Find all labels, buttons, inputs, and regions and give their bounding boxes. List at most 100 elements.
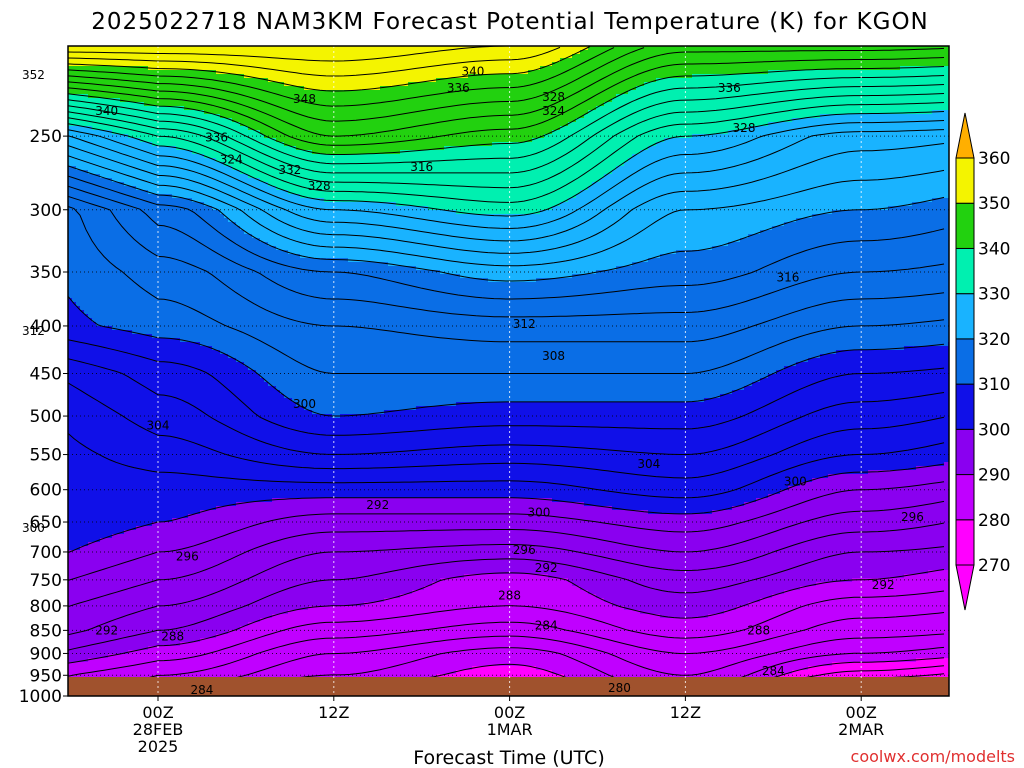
heat-cell <box>628 54 633 59</box>
heat-cell <box>600 98 605 103</box>
heat-cell <box>480 94 485 99</box>
heat-cell <box>876 78 881 83</box>
heat-cell <box>200 74 205 79</box>
heat-cell <box>620 62 625 67</box>
heat-cell <box>216 118 221 123</box>
heat-cell <box>224 70 229 75</box>
heat-cell <box>928 98 933 103</box>
heat-cell <box>200 98 205 103</box>
heat-cell <box>864 114 869 119</box>
heat-cell <box>536 50 541 55</box>
heat-cell <box>788 86 793 91</box>
heat-cell <box>776 66 781 71</box>
heat-cell <box>500 54 505 59</box>
heat-cell <box>820 70 825 75</box>
heat-cell <box>920 114 925 119</box>
heat-cell <box>200 114 205 119</box>
heat-cell <box>464 122 469 127</box>
heat-cell <box>524 118 529 123</box>
heat-cell <box>532 102 537 107</box>
heat-cell <box>360 78 365 83</box>
heat-cell <box>316 82 321 87</box>
heat-cell <box>808 118 813 123</box>
heat-cell <box>812 98 817 103</box>
heat-cell <box>836 54 841 59</box>
heat-cell <box>252 114 257 119</box>
heat-cell <box>496 78 501 83</box>
heat-cell <box>576 122 581 127</box>
heat-cell <box>932 114 937 119</box>
heat-cell <box>148 70 153 75</box>
heat-cell <box>652 70 657 75</box>
heat-cell <box>560 118 565 123</box>
heat-cell <box>744 78 749 83</box>
heat-cell <box>172 86 177 91</box>
heat-cell <box>840 54 845 59</box>
heat-cell <box>248 82 253 87</box>
heat-cell <box>428 58 433 63</box>
heat-cell <box>300 118 305 123</box>
heat-cell <box>272 50 277 55</box>
heat-cell <box>644 122 649 127</box>
heat-cell <box>744 90 749 95</box>
heat-cell <box>680 90 685 95</box>
heat-cell <box>604 118 609 123</box>
heat-cell <box>768 118 773 123</box>
heat-cell <box>492 82 497 87</box>
heat-cell <box>748 74 753 79</box>
heat-cell <box>192 62 197 67</box>
heat-cell <box>224 110 229 115</box>
heat-cell <box>848 70 853 75</box>
heat-cell <box>728 110 733 115</box>
heat-cell <box>396 110 401 115</box>
heat-cell <box>232 50 237 55</box>
heat-cell <box>600 86 605 91</box>
heat-cell <box>872 106 877 111</box>
heat-cell <box>804 54 809 59</box>
heat-cell <box>496 110 501 115</box>
heat-cell <box>92 98 97 103</box>
heat-cell <box>524 50 529 55</box>
heat-cell <box>892 62 897 67</box>
heat-cell <box>568 86 573 91</box>
heat-cell <box>516 106 521 111</box>
heat-cell <box>184 118 189 123</box>
heat-cell <box>884 78 889 83</box>
heat-cell <box>428 102 433 107</box>
heat-cell <box>888 54 893 59</box>
heat-cell <box>424 58 429 63</box>
heat-cell <box>260 74 265 79</box>
heat-cell <box>904 54 909 59</box>
heat-cell <box>304 66 309 71</box>
heat-cell <box>584 78 589 83</box>
heat-cell <box>836 78 841 83</box>
heat-cell <box>628 66 633 71</box>
heat-cell <box>160 78 165 83</box>
heat-cell <box>344 54 349 59</box>
heat-cell <box>872 90 877 95</box>
heat-cell <box>656 86 661 91</box>
heat-cell <box>488 110 493 115</box>
heat-cell <box>312 54 317 59</box>
heat-cell <box>876 70 881 75</box>
heat-cell <box>940 58 945 63</box>
heat-cell <box>412 118 417 123</box>
heat-cell <box>352 110 357 115</box>
heat-cell <box>496 122 501 127</box>
heat-cell <box>724 66 729 71</box>
heat-cell <box>764 98 769 103</box>
heat-cell <box>236 66 241 71</box>
heat-cell <box>604 54 609 59</box>
heat-cell <box>116 54 121 59</box>
heat-cell <box>80 66 85 71</box>
heat-cell <box>284 74 289 79</box>
heat-cell <box>488 62 493 67</box>
heat-cell <box>536 118 541 123</box>
heat-cell <box>484 118 489 123</box>
heat-cell <box>312 66 317 71</box>
heat-cell <box>704 82 709 87</box>
heat-cell <box>528 74 533 79</box>
heat-cell <box>100 90 105 95</box>
heat-cell <box>76 114 81 119</box>
heat-cell <box>492 90 497 95</box>
